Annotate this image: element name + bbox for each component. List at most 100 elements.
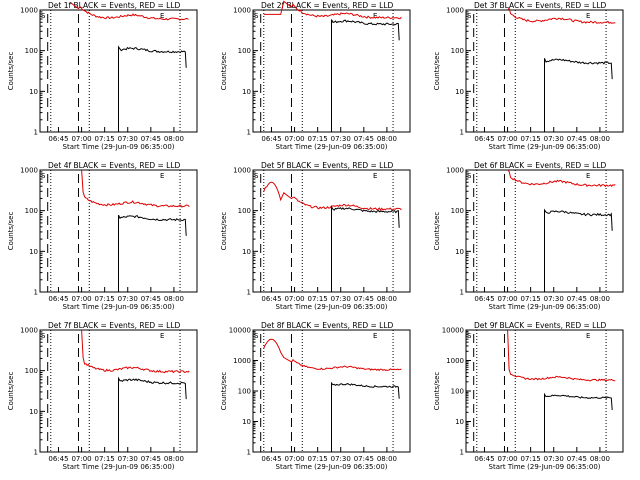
y-axis-label: Counts/sec (433, 372, 441, 411)
chart-title: Det 3f BLACK = Events, RED = LLD (474, 1, 607, 10)
end-marker-label: E (373, 12, 377, 20)
y-tick-label: 1000 (20, 7, 38, 15)
y-tick-label: 10 (29, 248, 38, 256)
y-tick-label: 10000 (229, 327, 251, 335)
end-marker-label: E (160, 172, 164, 180)
y-axis-label: Counts/sec (220, 52, 228, 91)
x-tick-label: 07:30 (118, 455, 138, 463)
y-tick-label: 1000 (233, 167, 251, 175)
x-tick-label: 07:15 (521, 455, 541, 463)
y-tick-label: 1000 (233, 357, 251, 365)
y-tick-label: 10 (29, 88, 38, 96)
series-red-lld (507, 7, 616, 24)
y-axis-label: Counts/sec (7, 52, 15, 91)
x-tick-label: 07:45 (141, 455, 161, 463)
y-tick-label: 1000 (20, 327, 38, 335)
x-tick-label: 07:15 (308, 135, 328, 143)
y-tick-label: 1000 (233, 7, 251, 15)
x-tick-label: 07:45 (567, 455, 587, 463)
y-axis-label: Counts/sec (220, 372, 228, 411)
series-red-lld (263, 181, 402, 211)
chart-panel-8: Det 8f BLACK = Events, RED = LLD 1 10 100 10… (220, 321, 411, 471)
x-tick-label: 07:45 (354, 295, 374, 303)
y-tick-label: 100 (451, 47, 464, 55)
series-black-events (331, 381, 400, 452)
y-tick-label: 1000 (446, 7, 464, 15)
end-marker-label: E (160, 12, 164, 20)
chart-panel-7: Det 7f BLACK = Events, RED = LLD 1 10 100 10… (7, 321, 198, 471)
y-tick-label: 1 (460, 129, 464, 137)
x-tick-label: 07:30 (544, 295, 564, 303)
y-tick-label: 100 (451, 207, 464, 215)
x-tick-label: 08:00 (377, 455, 397, 463)
x-tick-label: 08:00 (164, 135, 184, 143)
series-red-lld (81, 169, 190, 208)
x-tick-label: 07:00 (284, 455, 304, 463)
x-tick-label: 08:00 (377, 295, 397, 303)
x-tick-label: 08:00 (377, 135, 397, 143)
x-tick-label: 07:30 (118, 295, 138, 303)
y-tick-label: 100 (25, 207, 38, 215)
series-red-lld (81, 329, 190, 374)
x-tick-label: 07:30 (331, 455, 351, 463)
x-tick-label: 06:45 (261, 295, 281, 303)
x-tick-label: 07:15 (308, 295, 328, 303)
y-tick-label: 1 (247, 129, 251, 137)
x-tick-label: 07:45 (567, 295, 587, 303)
y-tick-label: 1000 (20, 167, 38, 175)
x-tick-label: 07:30 (331, 135, 351, 143)
x-tick-label: 07:45 (354, 135, 374, 143)
start-marker-label: S (467, 12, 472, 20)
x-tick-label: 06:45 (48, 455, 68, 463)
start-marker-label: S (254, 332, 259, 340)
chart-title: Det 5f BLACK = Events, RED = LLD (261, 161, 394, 170)
series-red-lld (70, 2, 189, 21)
start-marker-label: S (467, 172, 472, 180)
x-axis-label: Start Time (29-Jun-09 06:35:00) (276, 143, 388, 151)
x-tick-label: 07:15 (308, 455, 328, 463)
chart-title: Det 8f BLACK = Events, RED = LLD (261, 321, 394, 330)
x-tick-label: 07:00 (497, 135, 517, 143)
chart-panel-6: Det 6f BLACK = Events, RED = LLD 1 10 100 10… (433, 161, 624, 311)
y-axis-label: Counts/sec (7, 212, 15, 251)
y-axis-label: Counts/sec (433, 52, 441, 91)
chart-panel-1: Det 1f BLACK = Events, RED = LLD 1 10 100 10… (7, 1, 198, 151)
series-red-lld (263, 338, 402, 372)
y-tick-label: 10 (242, 418, 251, 426)
y-tick-label: 1 (247, 449, 251, 457)
x-tick-label: 07:00 (71, 295, 91, 303)
y-tick-label: 100 (238, 207, 251, 215)
x-tick-label: 08:00 (590, 295, 610, 303)
chart-panel-9: Det 9f BLACK = Events, RED = LLD 1 10 100 10… (433, 321, 624, 471)
x-tick-label: 06:45 (261, 455, 281, 463)
x-axis-label: Start Time (29-Jun-09 06:35:00) (63, 303, 175, 311)
x-tick-label: 06:45 (48, 135, 68, 143)
x-tick-label: 07:30 (544, 135, 564, 143)
x-axis-label: Start Time (29-Jun-09 06:35:00) (489, 143, 601, 151)
y-tick-label: 100 (238, 388, 251, 396)
x-tick-label: 06:45 (48, 295, 68, 303)
series-red-lld (507, 329, 616, 382)
y-axis-label: Counts/sec (220, 212, 228, 251)
end-marker-label: E (586, 172, 590, 180)
start-marker-label: S (41, 172, 46, 180)
series-black-events (118, 376, 187, 452)
y-tick-label: 100 (25, 47, 38, 55)
chart-title: Det 4f BLACK = Events, RED = LLD (48, 161, 181, 170)
y-tick-label: 1 (34, 129, 38, 137)
x-tick-label: 07:00 (497, 455, 517, 463)
x-axis-label: Start Time (29-Jun-09 06:35:00) (276, 463, 388, 471)
chart-title: Det 9f BLACK = Events, RED = LLD (474, 321, 607, 330)
x-tick-label: 07:00 (71, 455, 91, 463)
end-marker-label: E (373, 332, 377, 340)
y-tick-label: 1 (460, 289, 464, 297)
y-tick-label: 10 (242, 88, 251, 96)
series-black-events (544, 208, 613, 292)
series-red-lld (507, 169, 616, 188)
x-tick-label: 07:45 (567, 135, 587, 143)
start-marker-label: S (254, 172, 259, 180)
x-tick-label: 07:15 (521, 295, 541, 303)
x-tick-label: 07:00 (497, 295, 517, 303)
series-black-events (544, 392, 613, 452)
y-tick-label: 1000 (446, 167, 464, 175)
